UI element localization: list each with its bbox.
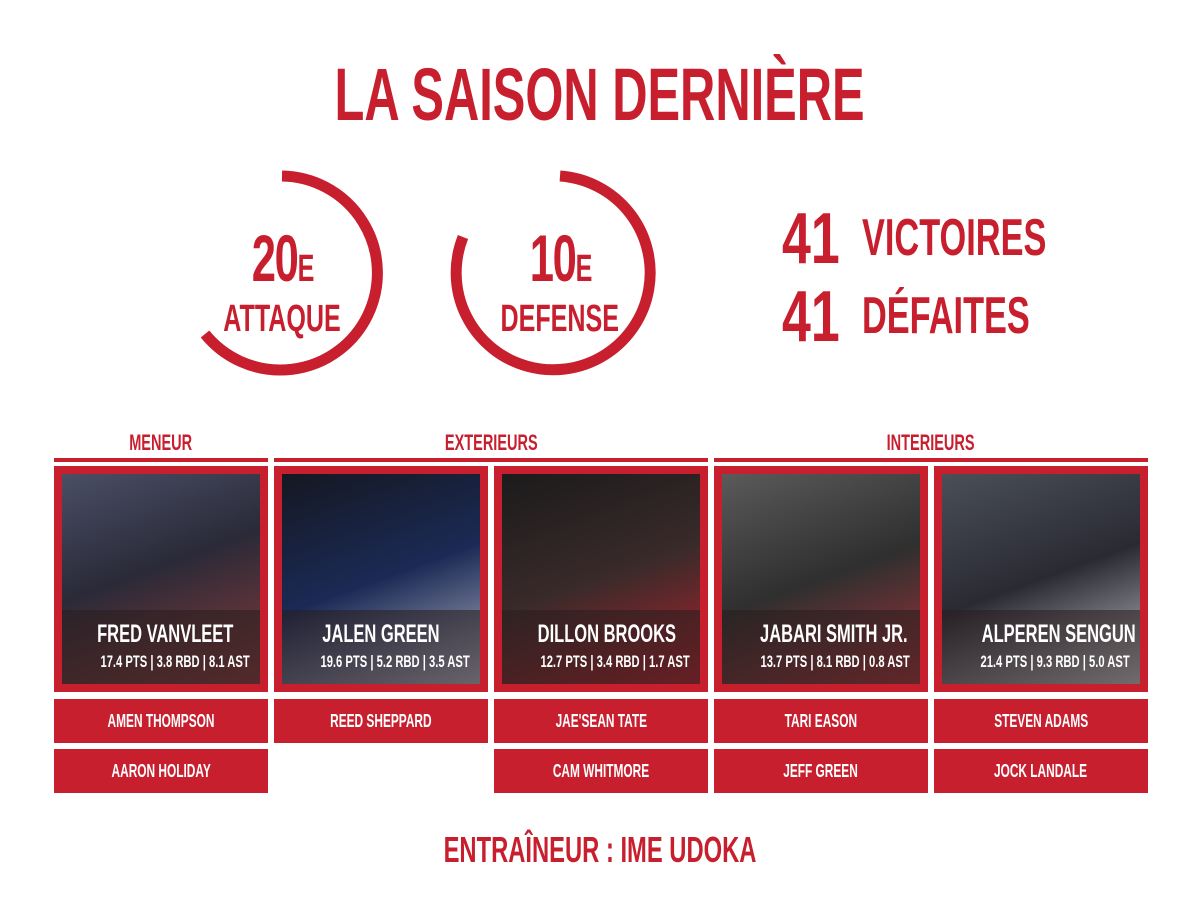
player-info: DILLON BROOKS 12.7 PTS | 3.4 RBD | 1.7 A… [502, 610, 700, 684]
player-stats: 21.4 PTS | 9.3 RBD | 5.0 AST [980, 652, 1130, 671]
player-stats: 13.7 PTS | 8.1 RBD | 0.8 AST [760, 652, 910, 671]
player-info: FRED VANVLEET 17.4 PTS | 3.8 RBD | 8.1 A… [62, 610, 260, 684]
group-header-interieurs: INTERIEURS [714, 430, 1148, 462]
group-header-exterieurs: EXTERIEURS [274, 430, 708, 462]
bench-player: AARON HOLIDAY [54, 749, 268, 793]
wins-record: 41 VICTOIRES [782, 199, 1047, 279]
attack-rank: 20E ATTAQUE [223, 221, 341, 340]
player-name: FRED VANVLEET [97, 620, 234, 648]
player-photo: JALEN GREEN 19.6 PTS | 5.2 RBD | 3.5 AST [282, 474, 480, 684]
bench-player: JAE'SEAN TATE [494, 699, 708, 743]
player-name: JABARI SMITH JR. [760, 620, 908, 648]
losses-record: 41 DÉFAITES [782, 277, 1030, 357]
bench-player: JOCK LANDALE [934, 749, 1148, 793]
bench-player: CAM WHITMORE [494, 749, 708, 793]
player-name: ALPEREN SENGUN [981, 620, 1136, 648]
group-header-meneur: MENEUR [54, 430, 268, 462]
ranking-arcs [200, 170, 656, 376]
player-photo: FRED VANVLEET 17.4 PTS | 3.8 RBD | 8.1 A… [62, 474, 260, 684]
player-name: JALEN GREEN [322, 620, 440, 648]
bench-player: STEVEN ADAMS [934, 699, 1148, 743]
player-stats: 19.6 PTS | 5.2 RBD | 3.5 AST [320, 652, 470, 671]
player-name: DILLON BROOKS [537, 620, 677, 648]
bench-player: REED SHEPPARD [274, 699, 488, 743]
bench-player: TARI EASON [714, 699, 928, 743]
player-info: JALEN GREEN 19.6 PTS | 5.2 RBD | 3.5 AST [282, 610, 480, 684]
page-title: LA SAISON DERNIÈRE [334, 53, 866, 136]
player-photo: ALPEREN SENGUN 21.4 PTS | 9.3 RBD | 5.0 … [942, 474, 1140, 684]
player-photo: DILLON BROOKS 12.7 PTS | 3.4 RBD | 1.7 A… [502, 474, 700, 684]
player-stats: 17.4 PTS | 3.8 RBD | 8.1 AST [100, 652, 250, 671]
player-photo: JABARI SMITH JR. 13.7 PTS | 8.1 RBD | 0.… [722, 474, 920, 684]
player-info: ALPEREN SENGUN 21.4 PTS | 9.3 RBD | 5.0 … [942, 610, 1140, 684]
player-stats: 12.7 PTS | 3.4 RBD | 1.7 AST [540, 652, 690, 671]
player-card: JABARI SMITH JR. 13.7 PTS | 8.1 RBD | 0.… [714, 466, 928, 692]
player-card: FRED VANVLEET 17.4 PTS | 3.8 RBD | 8.1 A… [54, 466, 268, 692]
attack-rank-arc [200, 170, 383, 376]
bench-player: JEFF GREEN [714, 749, 928, 793]
player-card: DILLON BROOKS 12.7 PTS | 3.4 RBD | 1.7 A… [494, 466, 708, 692]
player-card: ALPEREN SENGUN 21.4 PTS | 9.3 RBD | 5.0 … [934, 466, 1148, 692]
coach-label: ENTRAÎNEUR : IME UDOKA [443, 829, 757, 870]
defense-rank: 10E DEFENSE [500, 221, 620, 340]
defense-rank-arc [450, 170, 656, 376]
player-card: JALEN GREEN 19.6 PTS | 5.2 RBD | 3.5 AST [274, 466, 488, 692]
player-info: JABARI SMITH JR. 13.7 PTS | 8.1 RBD | 0.… [722, 610, 920, 684]
bench-player: AMEN THOMPSON [54, 699, 268, 743]
